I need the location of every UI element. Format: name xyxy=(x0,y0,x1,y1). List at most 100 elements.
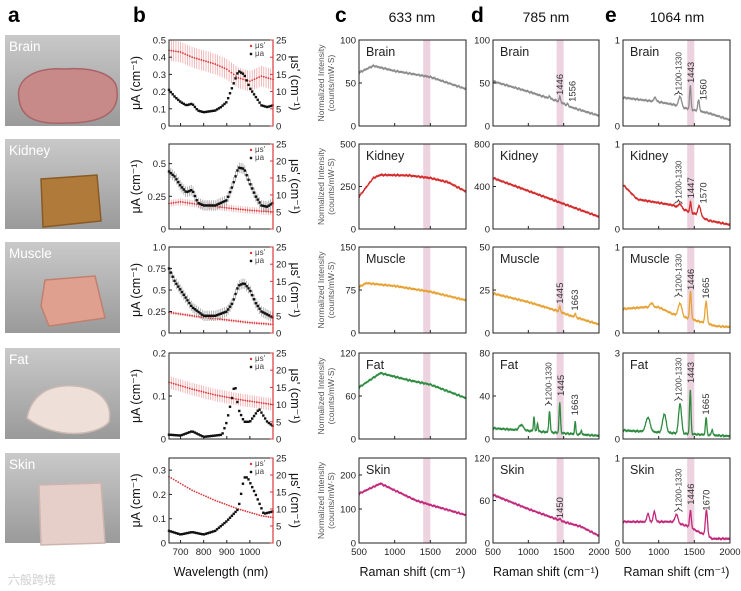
mu-a-point xyxy=(228,405,232,408)
mu-s-point xyxy=(230,71,233,74)
mu-s-point xyxy=(251,400,254,403)
spectrum-subplot-c-fat: 0 60 120 Fat Normalized Intensity (counts/mW·… xyxy=(316,349,467,446)
mu-a-point xyxy=(249,183,252,186)
y-tick-label: 0.25 xyxy=(148,192,167,203)
mu-s-point xyxy=(181,313,184,316)
ch2-band-highlight xyxy=(556,40,564,126)
mu-s-point xyxy=(255,513,258,516)
mu-s-point xyxy=(175,383,177,386)
mu-a-point xyxy=(173,433,176,437)
mu-s-point xyxy=(223,67,226,70)
mu-a-point xyxy=(177,285,180,288)
photo-kidney: Kidney xyxy=(5,139,120,229)
mu-s-point xyxy=(260,210,263,213)
mu-s-point xyxy=(175,201,177,204)
y-tick-label: 0 xyxy=(485,122,490,133)
panel-label-d: d xyxy=(471,4,484,27)
mu-s-axis-label: μs' (cm⁻¹) xyxy=(288,368,302,423)
mu-a-point xyxy=(180,186,184,189)
intensity-axis-units: (counts/mW·S) xyxy=(326,261,336,318)
mu-a-point xyxy=(262,104,265,108)
mu-s-point xyxy=(218,206,221,209)
mu-a-point xyxy=(256,498,259,501)
mu-a-point xyxy=(251,417,254,420)
mu-s-point xyxy=(214,499,217,502)
mu-a-point xyxy=(178,434,182,437)
mu-a-point xyxy=(204,110,208,114)
x-tick-label: 2000 xyxy=(455,547,476,558)
mu-s-point xyxy=(251,209,254,212)
photo-muscle: Muscle xyxy=(5,242,120,333)
mu-a-point xyxy=(206,435,210,438)
mu-s-point xyxy=(172,382,175,385)
ch2-band-highlight xyxy=(556,144,564,229)
mu-a-point xyxy=(245,476,248,479)
peak-range-label: 1200-1330 xyxy=(674,52,683,91)
mu-a-point xyxy=(201,434,204,438)
y-tick-label: 500 xyxy=(340,140,356,151)
y-tick-label: 75 xyxy=(345,286,356,297)
intensity-axis-label: Normalized Intensity xyxy=(316,461,326,539)
mu-a-point xyxy=(260,411,263,414)
peak-annotation: 1443 xyxy=(686,362,697,383)
mu-s-point xyxy=(209,61,212,64)
mu-a-point xyxy=(191,531,195,534)
mu-a-point xyxy=(197,109,200,112)
x-tick-label: 2000 xyxy=(588,547,609,558)
spectrum-subplot-d-skin: 0 60 120 500 1000 1500 2000 Skin 1450 xyxy=(474,454,609,559)
mu-s-point xyxy=(221,318,224,321)
mu-a-point xyxy=(191,103,195,106)
mu-a-point xyxy=(265,511,269,515)
mu-s-point xyxy=(248,80,251,83)
mu-a-point xyxy=(226,414,230,417)
mu-a-point xyxy=(210,204,213,207)
legend-mu-a-label: μa xyxy=(255,49,265,58)
mu-s-point xyxy=(246,321,249,324)
mu-a-point xyxy=(236,72,239,75)
mu-s-point xyxy=(188,488,191,490)
right-y-tick-label: 20 xyxy=(276,366,287,377)
y-tick-label: 0.3 xyxy=(153,70,166,81)
mu-s-point xyxy=(253,400,256,403)
mu-s-point xyxy=(181,385,184,388)
ch2-band-highlight xyxy=(556,458,564,543)
mu-s-point xyxy=(193,56,196,59)
mu-a-point xyxy=(195,531,198,535)
mu-s-point xyxy=(235,320,237,322)
spectrum-subplot-e-kidney: 0 1 Kidney 1200-1330 1447 1570 xyxy=(615,140,731,236)
mu-s-point xyxy=(230,207,233,210)
mu-a-point xyxy=(208,434,211,438)
mu-a-point xyxy=(254,195,258,198)
x-tick-label: 500 xyxy=(615,547,631,558)
mu-a-point xyxy=(265,105,269,109)
mu-s-point xyxy=(191,202,194,205)
mu-a-point xyxy=(238,409,241,413)
mu-a-point xyxy=(249,289,252,293)
mu-a-point xyxy=(234,77,237,80)
ch2-band-highlight xyxy=(423,40,431,126)
mu-a-point xyxy=(171,530,174,534)
mu-s-point xyxy=(248,209,251,212)
mu-a-point xyxy=(245,173,248,177)
mu-s-axis-label: μs' (cm⁻¹) xyxy=(288,159,302,214)
x-tick-label: 500 xyxy=(485,547,501,558)
y-tick-label: 0.1 xyxy=(153,392,166,403)
mu-a-point xyxy=(177,98,180,102)
right-y-tick-label: 15 xyxy=(276,174,287,185)
mu-a-point xyxy=(212,434,215,437)
mu-a-point xyxy=(180,101,184,104)
mu-s-point xyxy=(205,391,207,394)
peak-range-bracket xyxy=(674,90,683,96)
mu-a-point xyxy=(171,433,174,437)
mu-s-point xyxy=(172,201,175,204)
mu-s-point xyxy=(258,401,261,404)
raman-shift-axis-label: Raman shift (cm⁻¹) xyxy=(360,565,466,579)
mu-s-point xyxy=(251,512,254,514)
right-y-tick-label: 15 xyxy=(276,383,287,394)
mu-s-point xyxy=(235,398,237,400)
tissue-label: Kidney xyxy=(630,149,669,163)
peak-annotation: 1450 xyxy=(555,497,566,518)
mu-s-point xyxy=(172,478,175,481)
mu-s-point xyxy=(186,201,189,204)
mu-a-point xyxy=(251,187,254,190)
